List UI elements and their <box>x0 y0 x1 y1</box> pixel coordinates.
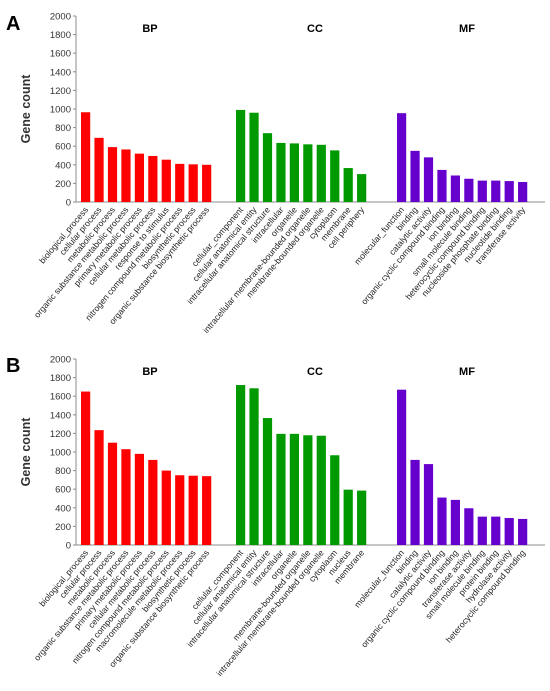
bar <box>236 385 246 545</box>
y-tick-label: 800 <box>55 123 71 134</box>
bar <box>289 143 299 202</box>
y-axis-title: Gene count <box>19 74 33 144</box>
bar <box>464 508 474 545</box>
y-tick-label: 1600 <box>50 392 71 403</box>
bar <box>303 435 313 545</box>
bar <box>262 418 273 545</box>
bar <box>134 153 144 202</box>
bar <box>316 144 326 202</box>
bar <box>357 490 367 545</box>
y-tick-label: 1800 <box>50 30 71 41</box>
bar <box>81 112 91 202</box>
bar <box>121 149 131 202</box>
group-title-mf: MF <box>459 23 475 35</box>
y-tick-label: 600 <box>55 142 71 153</box>
bar <box>249 388 259 545</box>
bar <box>134 453 144 545</box>
y-tick-label: 400 <box>55 503 71 514</box>
bar <box>94 137 104 202</box>
bar <box>330 455 340 545</box>
y-tick-label: 1000 <box>50 448 71 459</box>
bar <box>202 476 212 545</box>
bar <box>343 168 353 202</box>
bar <box>518 182 528 202</box>
bar <box>423 157 434 202</box>
y-tick-label: 0 <box>66 541 71 552</box>
y-tick-label: 1800 <box>50 373 71 384</box>
bar <box>249 112 259 202</box>
bar <box>410 150 420 202</box>
group-title-cc: CC <box>307 23 323 35</box>
bar <box>148 155 158 202</box>
bar <box>450 499 460 545</box>
bar <box>276 433 286 545</box>
y-tick-label: 2000 <box>50 12 71 23</box>
bar <box>175 163 185 202</box>
bar <box>161 470 171 545</box>
y-tick-label: 200 <box>55 179 71 190</box>
bar <box>464 178 474 202</box>
bar <box>477 180 487 202</box>
y-tick-label: 600 <box>55 485 71 496</box>
group-title-bp: BP <box>142 366 157 378</box>
bar <box>316 435 326 545</box>
bar <box>397 389 407 545</box>
bar <box>330 150 340 202</box>
bar <box>410 459 420 545</box>
y-tick-label: 1200 <box>50 429 71 440</box>
y-tick-label: 1600 <box>50 49 71 60</box>
bar <box>289 433 299 545</box>
bar <box>175 475 185 545</box>
group-title-cc: CC <box>307 366 323 378</box>
bar <box>188 475 198 545</box>
bar <box>504 181 514 202</box>
bar <box>81 391 91 545</box>
panel-label: A <box>6 13 20 35</box>
y-tick-label: 1000 <box>50 105 71 116</box>
bar <box>450 175 460 202</box>
bar <box>276 142 286 202</box>
group-title-mf: MF <box>459 366 475 378</box>
bar <box>504 518 514 545</box>
bar <box>107 442 118 545</box>
y-tick-label: 0 <box>66 198 71 209</box>
bar <box>148 459 158 545</box>
bar <box>343 489 353 545</box>
y-axis-title: Gene count <box>19 417 33 487</box>
bar <box>357 174 367 202</box>
panel-label: B <box>6 355 20 377</box>
bar <box>202 164 212 202</box>
y-tick-label: 1400 <box>50 410 71 421</box>
y-tick-label: 2000 <box>50 355 71 366</box>
bar <box>437 169 447 202</box>
bar <box>94 430 104 545</box>
y-tick-label: 1200 <box>50 86 71 97</box>
y-tick-label: 400 <box>55 160 71 171</box>
y-tick-label: 1400 <box>50 67 71 78</box>
bar <box>188 164 198 202</box>
bar <box>303 144 313 202</box>
bar <box>518 518 528 545</box>
y-tick-label: 200 <box>55 522 71 533</box>
bar <box>437 497 447 545</box>
bar <box>491 180 501 202</box>
bar <box>107 147 118 202</box>
bar <box>491 516 501 545</box>
bar <box>262 133 273 202</box>
bar <box>161 159 171 202</box>
bar <box>236 109 246 202</box>
bar <box>121 449 131 545</box>
group-title-bp: BP <box>142 23 157 35</box>
bar <box>397 113 407 202</box>
bar <box>423 464 434 545</box>
bar <box>477 516 487 545</box>
y-tick-label: 800 <box>55 466 71 477</box>
